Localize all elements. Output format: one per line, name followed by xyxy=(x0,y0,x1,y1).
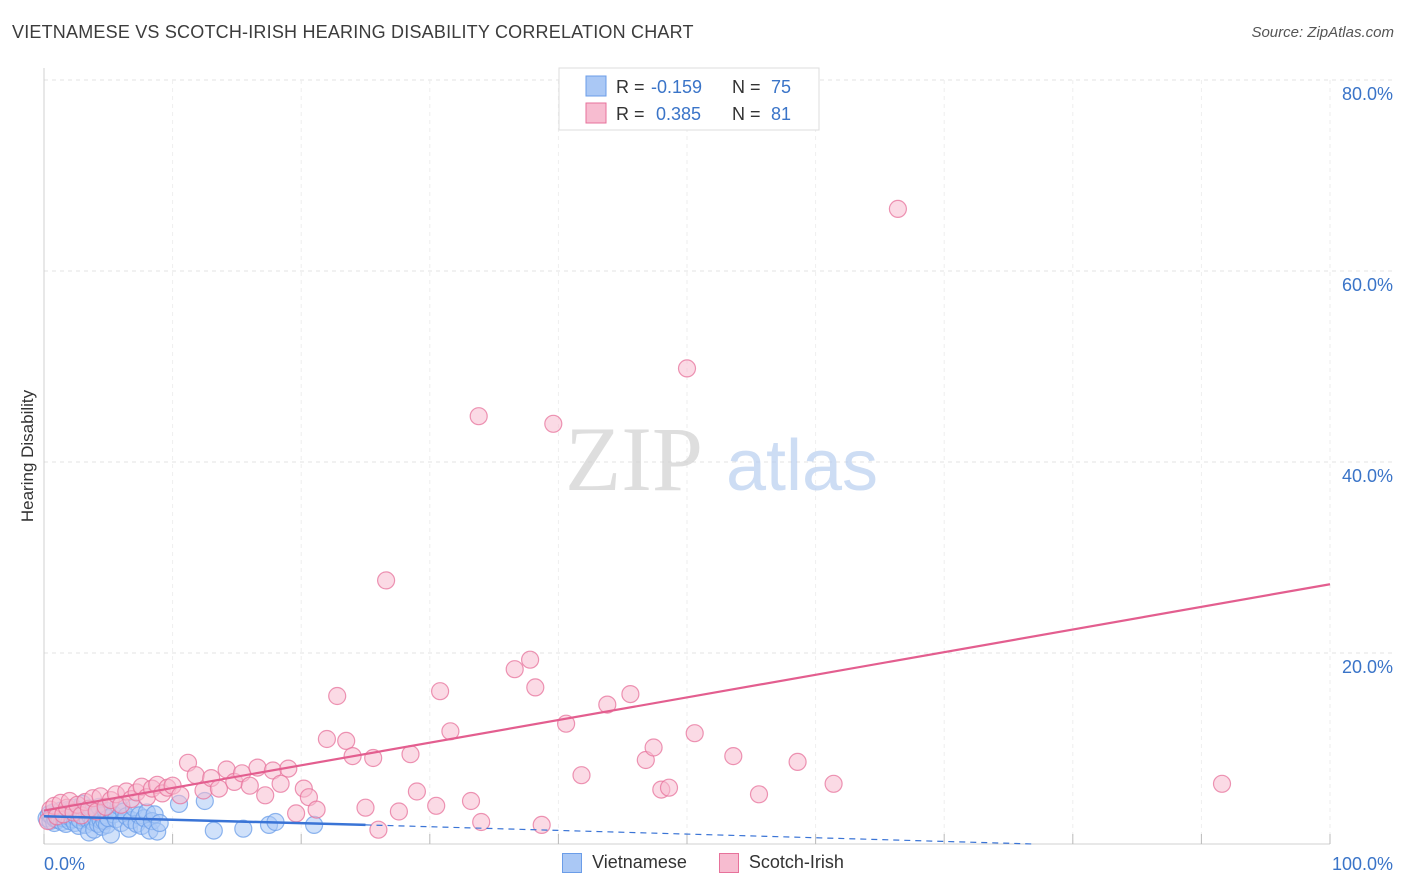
point-scotch-irish-80 xyxy=(685,724,704,743)
point-scotch-irish-76 xyxy=(644,738,663,757)
y-tick-labels: 20.0% 40.0% 60.0% 80.0% xyxy=(1342,84,1393,677)
legend-item-scotch-irish: Scotch-Irish xyxy=(718,852,844,873)
y-tick-label-40: 40.0% xyxy=(1342,466,1393,486)
point-scotch-irish-64 xyxy=(469,407,488,426)
x-tick-labels: 0.0% 100.0% xyxy=(44,854,1393,874)
legend-r-label-scotch-irish: R = xyxy=(616,104,645,124)
point-scotch-irish-81 xyxy=(724,746,743,766)
point-scotch-irish-69 xyxy=(532,815,551,835)
point-scotch-irish-48 xyxy=(307,800,326,819)
legend-n-label-scotch-irish: N = xyxy=(732,104,761,124)
x-tick-label-right: 100.0% xyxy=(1332,854,1393,874)
point-scotch-irish-50 xyxy=(328,686,347,706)
point-scotch-irish-53 xyxy=(356,798,375,817)
point-scotch-irish-59 xyxy=(407,782,426,801)
point-scotch-irish-39 xyxy=(240,776,259,795)
point-scotch-irish-74 xyxy=(621,684,640,704)
point-scotch-irish-57 xyxy=(389,802,408,821)
grid-lines xyxy=(44,79,1392,844)
point-vietnamese-70 xyxy=(204,821,223,840)
watermark-atlas: atlas xyxy=(726,426,878,506)
point-scotch-irish-70 xyxy=(544,414,563,433)
series-legend: Vietnamese Scotch-Irish xyxy=(0,852,1406,873)
point-scotch-irish-51 xyxy=(337,731,356,751)
point-scotch-irish-61 xyxy=(431,682,450,701)
watermark-zip: ZIP xyxy=(565,408,703,510)
legend-r-value-scotch-irish: 0.385 xyxy=(656,104,701,124)
point-scotch-irish-85 xyxy=(888,199,908,218)
point-scotch-irish-55 xyxy=(369,820,388,839)
point-scotch-irish-65 xyxy=(472,812,491,832)
chart-source: Source: ZipAtlas.com xyxy=(1251,24,1394,41)
point-scotch-irish-60 xyxy=(427,796,446,815)
y-tick-label-80: 80.0% xyxy=(1342,84,1393,104)
point-scotch-irish-73 xyxy=(598,695,617,714)
y-tick-label-20: 20.0% xyxy=(1342,657,1393,677)
point-vietnamese-67 xyxy=(150,813,169,833)
legend-n-label-vietnamese: N = xyxy=(732,77,761,97)
point-scotch-irish-79 xyxy=(677,359,697,378)
legend-n-value-vietnamese: 75 xyxy=(771,77,791,97)
legend-bottom-label-scotch-irish: Scotch-Irish xyxy=(748,852,844,872)
legend-swatch-scotch-irish xyxy=(585,102,607,124)
chart-title: VIETNAMESE VS SCOTCH-IRISH HEARING DISAB… xyxy=(12,22,694,42)
point-scotch-irish-67 xyxy=(520,650,540,669)
point-scotch-irish-32 xyxy=(186,766,205,785)
axes xyxy=(43,68,1331,845)
stats-legend: R = -0.159 N = 75 R = 0.385 N = 81 xyxy=(558,67,820,131)
point-scotch-irish-35 xyxy=(209,779,228,798)
point-scotch-irish-82 xyxy=(749,785,769,804)
y-axis-label: Hearing Disability xyxy=(18,389,37,522)
point-scotch-irish-72 xyxy=(572,766,591,785)
legend-n-value-scotch-irish: 81 xyxy=(771,104,791,124)
point-scotch-irish-49 xyxy=(317,729,336,749)
legend-swatch-vietnamese xyxy=(585,75,607,97)
point-scotch-irish-41 xyxy=(256,786,275,805)
point-scotch-irish-56 xyxy=(377,571,396,590)
trend-line-vietnamese xyxy=(43,815,366,827)
x-tick-label-left: 0.0% xyxy=(44,854,85,874)
legend-item-vietnamese: Vietnamese xyxy=(562,852,687,873)
trend-line-scotch-irish xyxy=(43,583,1331,812)
legend-r-label-vietnamese: R = xyxy=(616,77,645,97)
point-scotch-irish-83 xyxy=(788,752,807,772)
legend-bottom-label-vietnamese: Vietnamese xyxy=(592,852,687,872)
data-points xyxy=(37,199,1232,844)
point-scotch-irish-78 xyxy=(659,778,679,797)
trend-line-vietnamese-extension xyxy=(365,824,1035,845)
point-vietnamese-71 xyxy=(234,819,253,838)
point-scotch-irish-68 xyxy=(526,678,545,697)
legend-bottom-swatch-vietnamese xyxy=(562,852,583,873)
point-scotch-irish-30 xyxy=(171,786,190,805)
y-tick-label-60: 60.0% xyxy=(1342,275,1393,295)
trend-lines xyxy=(43,583,1331,845)
legend-bottom-swatch-scotch-irish xyxy=(718,852,739,873)
point-scotch-irish-43 xyxy=(271,774,290,793)
point-scotch-irish-63 xyxy=(461,791,481,811)
point-scotch-irish-58 xyxy=(401,745,420,764)
point-scotch-irish-45 xyxy=(287,804,306,823)
point-scotch-irish-66 xyxy=(505,660,524,679)
legend-r-value-vietnamese: -0.159 xyxy=(651,77,702,97)
point-scotch-irish-86 xyxy=(1212,774,1232,793)
point-scotch-irish-84 xyxy=(824,774,843,793)
